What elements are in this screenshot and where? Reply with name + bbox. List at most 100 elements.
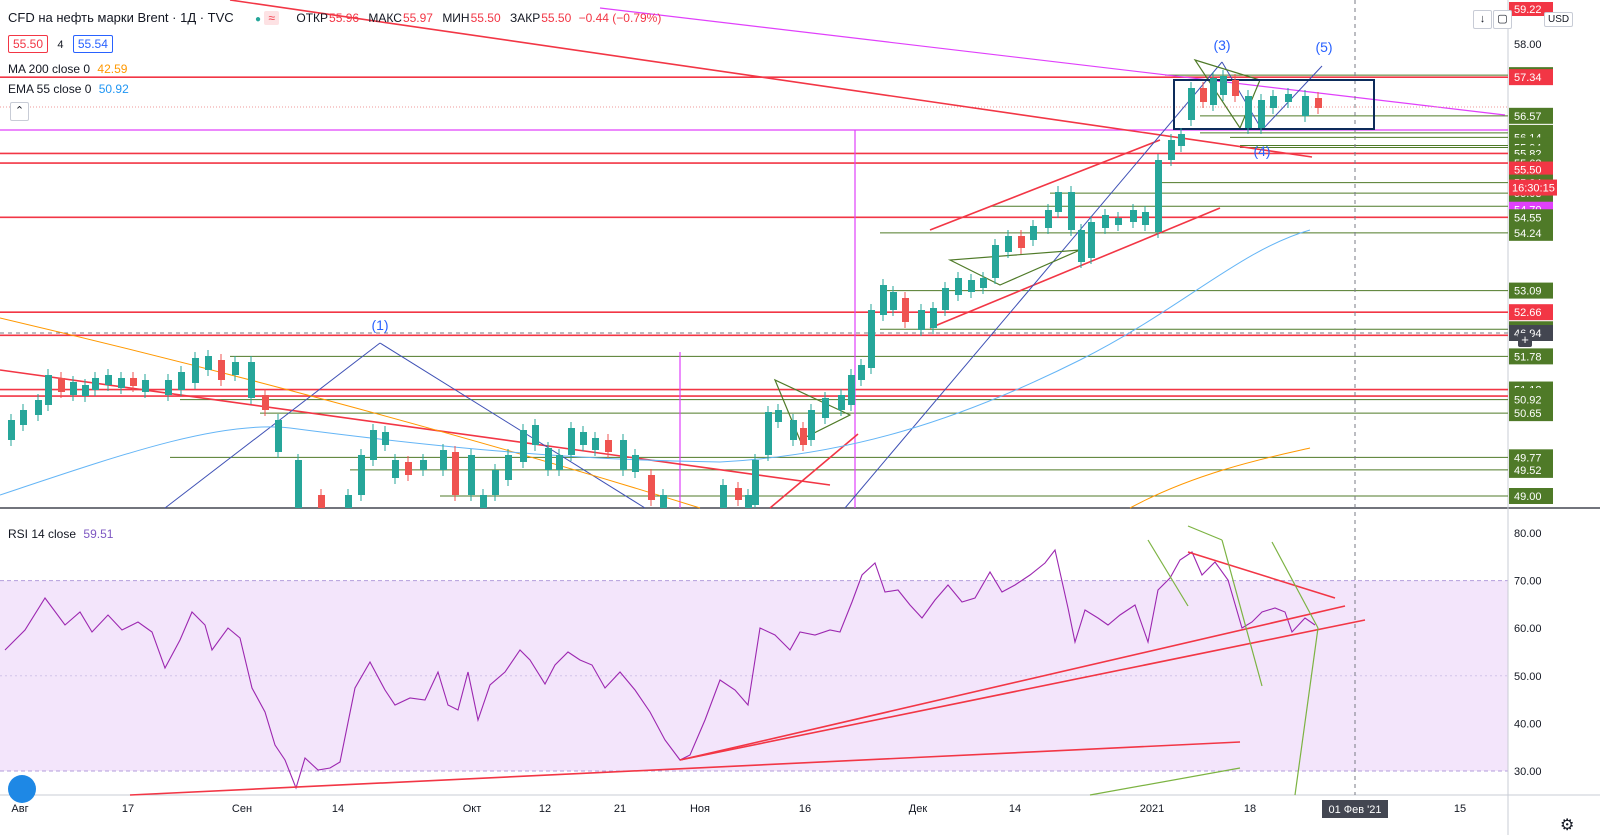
candle-body-up bbox=[205, 356, 212, 370]
candle-body-up bbox=[918, 310, 925, 330]
candle-body-up bbox=[92, 378, 99, 390]
rsi-green-trend-line bbox=[1271, 541, 1319, 629]
time-axis-label: 16 bbox=[799, 803, 811, 815]
candle-body-up bbox=[980, 278, 987, 288]
candle-body-up bbox=[178, 372, 185, 390]
add-alert-plus-icon[interactable]: + bbox=[1518, 333, 1532, 347]
ema55-line bbox=[0, 229, 1311, 496]
candle-body-up bbox=[440, 450, 447, 470]
legend-eye-icon[interactable]: ● bbox=[255, 14, 262, 25]
candle-body-up bbox=[890, 292, 897, 310]
price-label-bg bbox=[1509, 107, 1553, 124]
price-label-bg bbox=[1509, 405, 1553, 422]
candle-body-up bbox=[165, 380, 172, 395]
candle-body-up bbox=[632, 455, 639, 472]
price-label-bg bbox=[1509, 391, 1553, 408]
candle-body-up bbox=[808, 410, 815, 440]
candle-body-up bbox=[1188, 88, 1195, 120]
candle-body-up bbox=[955, 278, 962, 295]
candle-body-down bbox=[735, 488, 742, 500]
price-label-bg bbox=[1509, 161, 1553, 178]
sell-button[interactable]: 55.50 bbox=[8, 35, 49, 53]
candle-body-up bbox=[880, 285, 887, 315]
candle-body-up bbox=[192, 358, 199, 383]
candle-body-up bbox=[858, 365, 865, 380]
candle-body-up bbox=[545, 448, 552, 470]
candle-body-up bbox=[1078, 230, 1085, 262]
collapse-legend-button[interactable]: ⌃ bbox=[10, 102, 29, 121]
symbol-title[interactable]: CFD на нефть марки Brent · 1Д · TVC bbox=[8, 10, 234, 25]
time-axis-label: Сен bbox=[232, 803, 252, 815]
candle-body-up bbox=[568, 428, 575, 455]
ohlc-open: ОТКР55.96 bbox=[296, 11, 360, 25]
compare-wave-icon[interactable]: ≈ bbox=[264, 11, 280, 25]
candle-body-up bbox=[118, 378, 125, 388]
red-trend-line bbox=[229, 0, 1313, 158]
price-label-bg bbox=[1509, 224, 1553, 241]
price-label: 54.24 bbox=[1514, 228, 1542, 240]
settings-gear-icon[interactable]: ⚙ bbox=[1560, 817, 1575, 834]
price-label: 56.57 bbox=[1514, 111, 1542, 123]
ma200-legend[interactable]: MA 200 close 0 42.59 bbox=[8, 62, 128, 76]
time-axis-label: 14 bbox=[1009, 803, 1021, 815]
price-label: 59.22 bbox=[1514, 4, 1542, 16]
rsi-red-trend-line bbox=[1187, 551, 1336, 599]
ohlc-low: МИН55.50 bbox=[442, 11, 501, 25]
rsi-axis-label: 70.00 bbox=[1514, 576, 1542, 588]
candle-body-up bbox=[45, 375, 52, 405]
candle-body-down bbox=[318, 495, 325, 508]
price-label-bg bbox=[1509, 304, 1553, 321]
rsi-legend[interactable]: RSI 14 close 59.51 bbox=[8, 527, 114, 541]
buy-button[interactable]: 55.54 bbox=[72, 35, 113, 53]
candles bbox=[8, 70, 1322, 508]
candle-body-down bbox=[1200, 88, 1207, 102]
ma200-line bbox=[0, 317, 701, 509]
candle-body-up bbox=[720, 485, 727, 508]
time-axis-label: 21 bbox=[614, 803, 626, 815]
candle-body-down bbox=[902, 298, 909, 322]
main-pane-bg bbox=[0, 0, 1508, 508]
move-pane-down-button[interactable]: ↓ bbox=[1473, 10, 1492, 29]
price-label: 49.00 bbox=[1514, 491, 1542, 503]
candle-body-up bbox=[992, 245, 999, 278]
candle-body-up bbox=[1270, 96, 1277, 108]
time-axis-label: 18 bbox=[1244, 803, 1256, 815]
ma200-value: 42.59 bbox=[97, 62, 128, 76]
candle-body-up bbox=[775, 410, 782, 422]
candle-body-up bbox=[1102, 215, 1109, 228]
candle-body-down bbox=[648, 475, 655, 500]
candle-body-up bbox=[1258, 100, 1265, 128]
rsi-axis-label: 30.00 bbox=[1514, 766, 1542, 778]
price-label-bg bbox=[1509, 488, 1553, 504]
candle-body-down bbox=[605, 440, 612, 452]
ema55-value: 50.92 bbox=[98, 82, 129, 96]
candle-body-up bbox=[592, 438, 599, 450]
ema55-legend[interactable]: EMA 55 close 0 50.92 bbox=[8, 82, 129, 96]
wave-label: (4) bbox=[1253, 143, 1270, 159]
candle-body-up bbox=[532, 425, 539, 445]
price-label: 52.66 bbox=[1514, 307, 1542, 319]
candle-body-down bbox=[262, 395, 269, 410]
candle-body-up bbox=[1030, 226, 1037, 240]
price-label: 58.00 bbox=[1514, 39, 1542, 51]
price-label-bg bbox=[1509, 209, 1553, 226]
maximize-pane-button[interactable]: ▢ bbox=[1493, 10, 1512, 29]
candle-body-down bbox=[218, 360, 225, 380]
rsi-axis-label: 60.00 bbox=[1514, 623, 1542, 635]
candle-body-up bbox=[468, 455, 475, 495]
green-triangle-pattern bbox=[773, 378, 852, 441]
rsi-green-trend-line bbox=[1147, 539, 1189, 607]
candle-body-up bbox=[370, 430, 377, 460]
time-axis-label: 2021 bbox=[1140, 803, 1164, 815]
candle-body-down bbox=[800, 428, 807, 445]
candle-body-up bbox=[838, 395, 845, 410]
candle-body-up bbox=[420, 460, 427, 470]
tradingview-logo-icon[interactable] bbox=[8, 775, 36, 803]
rsi-green-trend-line bbox=[1187, 525, 1223, 541]
candle-body-up bbox=[142, 380, 149, 392]
candle-body-down bbox=[1232, 80, 1239, 96]
candle-body-down bbox=[130, 378, 137, 386]
currency-label[interactable]: USD bbox=[1544, 12, 1574, 27]
